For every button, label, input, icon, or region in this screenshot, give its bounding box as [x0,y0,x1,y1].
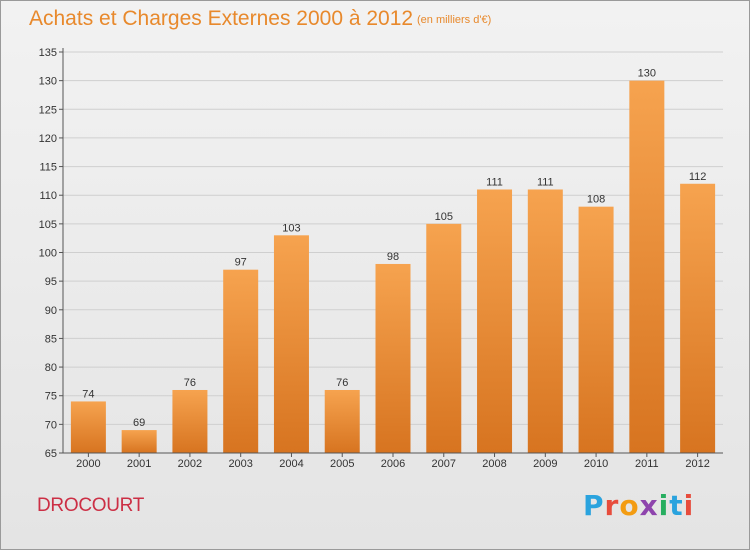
bar-value-label: 108 [587,194,605,206]
bar-2003 [223,269,259,453]
x-tick-label: 2001 [127,458,151,470]
bar-value-label: 103 [282,222,300,234]
bar-value-label: 98 [387,251,399,263]
logo-letter: r [604,489,620,522]
x-tick-label: 2007 [432,458,456,470]
bar-2010 [578,206,614,453]
bar-2006 [375,263,411,453]
x-tick-label: 2006 [381,458,405,470]
x-tick-label: 2010 [584,458,608,470]
y-tick-label: 100 [39,248,57,260]
y-tick-label: 70 [45,419,57,431]
y-tick-label: 135 [39,47,57,59]
x-tick-label: 2009 [533,458,557,470]
x-tick-label: 2002 [178,458,202,470]
bar-2008 [477,189,513,453]
y-tick-label: 85 [45,333,57,345]
y-tick-label: 75 [45,391,57,403]
bar-value-label: 111 [486,176,503,188]
bar-2000 [70,401,106,453]
y-tick-label: 80 [45,362,57,374]
y-tick-label: 105 [39,219,57,231]
logo-letter: t [669,489,684,522]
y-tick-label: 95 [45,276,57,288]
bar-value-label: 76 [184,377,196,389]
chart-subtitle: (en milliers d'€) [417,14,492,26]
logo-letter: i [683,489,695,522]
bar-value-label: 97 [235,257,247,269]
y-tick-label: 90 [45,305,57,317]
y-tick-label: 120 [39,133,57,145]
x-tick-label: 2005 [330,458,354,470]
axes [59,48,723,457]
bar-value-label: 112 [689,171,707,183]
chart-title: Achats et Charges Externes 2000 à 2012 [29,7,414,30]
y-tick-label: 125 [39,104,57,116]
bars [70,80,716,454]
bar-2007 [426,223,462,453]
bar-value-label: 74 [82,388,94,400]
x-tick-label: 2012 [685,458,709,470]
bar-value-label: 130 [638,68,656,80]
bar-value-label: 105 [435,211,453,223]
proxiti-logo[interactable]: Proxiti [583,489,694,522]
logo-letter: i [658,489,670,522]
x-tick-label: 2000 [76,458,100,470]
y-tick-label: 110 [39,190,57,202]
x-tick-label: 2011 [635,458,659,470]
y-tick-label: 65 [45,448,57,460]
bar-2002 [172,389,208,453]
x-tick-label: 2004 [279,458,303,470]
bar-2001 [121,430,157,453]
bar-value-label: 76 [336,377,348,389]
y-tick-label: 115 [39,162,57,174]
x-tick-label: 2003 [228,458,252,470]
bar-2005 [324,389,360,453]
logo-letter: P [583,489,605,522]
bar-value-label: 111 [537,176,554,188]
x-tick-label: 2008 [482,458,506,470]
bar-value-label: 69 [133,417,145,429]
bar-2012 [680,183,716,453]
bar-2004 [273,235,309,453]
bar-2011 [629,80,665,454]
y-tick-label: 130 [39,76,57,88]
bar-2009 [527,189,563,453]
commune-name: DROCOURT [37,495,145,516]
logo-letter: x [639,489,659,522]
labels: 65 70 75 80 85 90 95 100 105 110 115 120 125 130 135 74… [39,47,710,470]
logo-letter: o [619,489,640,522]
